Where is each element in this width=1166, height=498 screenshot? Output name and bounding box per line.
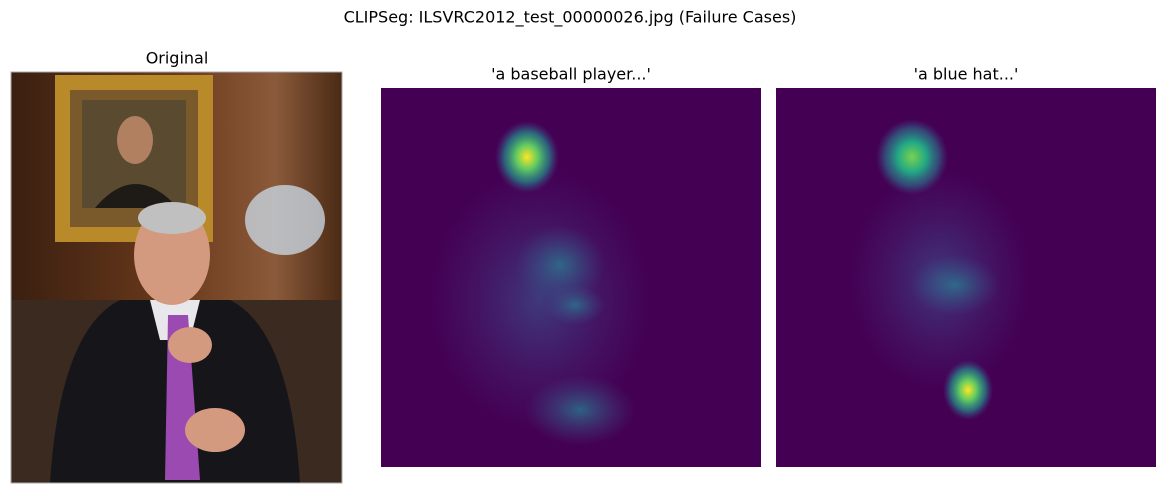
figure-title: CLIPSeg: ILSVRC2012_test_00000026.jpg (F… [344, 8, 797, 28]
panel-title: Original [146, 49, 209, 68]
panel-title: 'a blue hat...' [914, 65, 1019, 84]
panel-title: 'a baseball player...' [491, 65, 651, 84]
photo [10, 71, 343, 484]
heatmap [776, 88, 1156, 467]
heatmap [381, 88, 761, 467]
